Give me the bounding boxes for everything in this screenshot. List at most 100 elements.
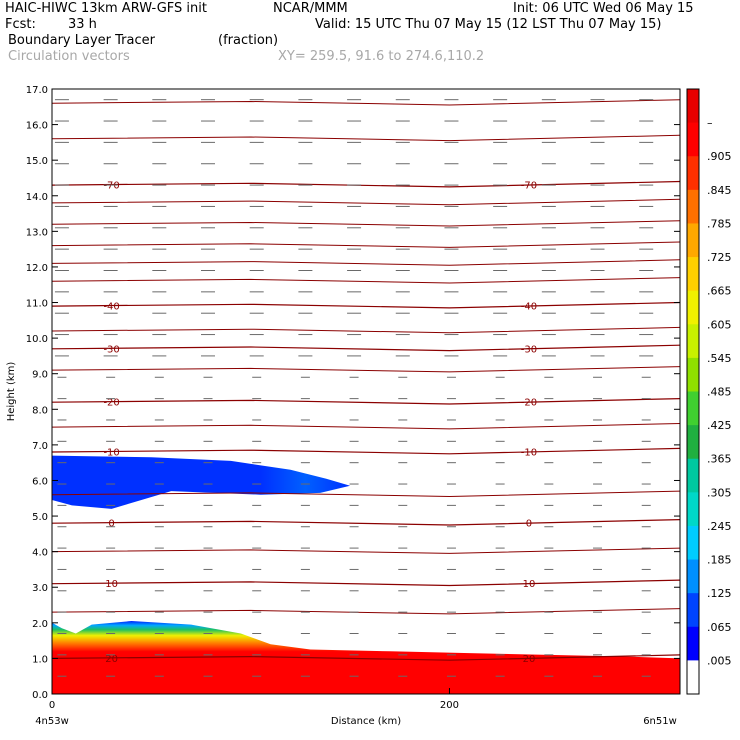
isotherm-label: 20 bbox=[523, 654, 536, 665]
colorbar-label: .365 bbox=[707, 453, 732, 466]
plot-area: -70 -70 -40 -40 -30 -30 -20 -20 -10 -10 0 0 10 10 20 20 bbox=[51, 99, 681, 694]
colorbar-label: – bbox=[707, 117, 713, 130]
isotherm-label: -20 bbox=[103, 398, 119, 409]
colorbar-swatch bbox=[687, 425, 699, 460]
isotherm-label: -70 bbox=[103, 181, 119, 192]
colorbar-label: .725 bbox=[707, 251, 732, 264]
isotherm-line bbox=[51, 180, 681, 188]
isotherm-line bbox=[51, 198, 681, 206]
colorbar-label: .785 bbox=[707, 217, 732, 230]
elevated-tracer-layer bbox=[52, 455, 351, 509]
colorbar-label: .305 bbox=[707, 486, 732, 499]
colorbar-swatch bbox=[687, 89, 699, 124]
colorbar-frame bbox=[686, 88, 700, 695]
colorbar-swatch bbox=[687, 223, 699, 258]
x-axis-label: Distance (km) bbox=[331, 716, 401, 727]
isotherm-line bbox=[51, 366, 681, 373]
colorbar-swatch bbox=[687, 458, 699, 493]
xy-coordinates: XY= 259.5, 91.6 to 274.6,110.2 bbox=[278, 49, 485, 64]
x-tick-label: 200 bbox=[440, 700, 459, 711]
y-tick-label: 10.0 bbox=[26, 334, 48, 345]
colorbar-label: .605 bbox=[707, 318, 732, 331]
isotherm-line bbox=[51, 490, 681, 498]
valid-time: Valid: 15 UTC Thu 07 May 15 (12 LST Thu … bbox=[315, 17, 662, 32]
isotherm-label: 0 bbox=[526, 519, 532, 530]
y-tick-label: 1.0 bbox=[32, 654, 48, 665]
model-title: HAIC-HIWC 13km ARW-GFS init bbox=[5, 1, 207, 16]
y-tick-label: 6.0 bbox=[32, 476, 48, 487]
isotherm-line bbox=[51, 447, 681, 455]
y-tick-label: 3.0 bbox=[32, 583, 48, 594]
forecast-label: Fcst: bbox=[5, 17, 36, 32]
vectors-label: Circulation vectors bbox=[8, 49, 130, 64]
isotherm-line bbox=[51, 398, 681, 405]
isotherm-line bbox=[51, 301, 681, 309]
y-tick-label: 11.0 bbox=[26, 299, 48, 310]
isotherm-line bbox=[51, 134, 681, 142]
isotherm-line bbox=[51, 344, 681, 352]
colorbar: .005 .065 .125 .185 .245 .305 .365 .425 .485 .545… bbox=[686, 88, 732, 695]
colorbar-swatch bbox=[687, 189, 699, 224]
isotherm-line bbox=[51, 259, 681, 266]
isotherm-line bbox=[51, 579, 681, 587]
colorbar-swatch bbox=[687, 626, 699, 661]
y-tick-label: 12.0 bbox=[26, 263, 48, 274]
isotherm-label: -40 bbox=[103, 302, 119, 313]
field-units: (fraction) bbox=[218, 33, 279, 48]
y-tick-label: 4.0 bbox=[32, 548, 48, 559]
colorbar-label: .845 bbox=[707, 184, 732, 197]
colorbar-label: .545 bbox=[707, 352, 732, 365]
colorbar-swatch bbox=[687, 492, 699, 527]
colorbar-swatch bbox=[687, 593, 699, 628]
colorbar-swatch bbox=[687, 357, 699, 392]
isotherm-line bbox=[51, 99, 681, 106]
y-tick-label: 5.0 bbox=[32, 512, 48, 523]
colorbar-label: .905 bbox=[707, 150, 732, 163]
isotherm-line bbox=[51, 519, 681, 526]
org-label: NCAR/MMM bbox=[273, 1, 348, 16]
y-tick-label: 13.0 bbox=[26, 227, 48, 238]
isotherm-label: 10 bbox=[523, 579, 536, 590]
isotherm-label: -30 bbox=[103, 344, 119, 355]
isotherm-line bbox=[51, 326, 681, 334]
colorbar-label: .125 bbox=[707, 587, 732, 600]
init-time: Init: 06 UTC Wed 06 May 15 bbox=[513, 1, 694, 16]
isotherm-label: -30 bbox=[521, 344, 537, 355]
colorbar-swatch bbox=[687, 391, 699, 426]
y-tick-label: 15.0 bbox=[26, 156, 48, 167]
y-tick-label: 14.0 bbox=[26, 192, 48, 203]
isotherm-label: -20 bbox=[521, 398, 537, 409]
colorbar-label: .065 bbox=[707, 621, 732, 634]
colorbar-label: .485 bbox=[707, 386, 732, 399]
isotherm-line bbox=[51, 241, 681, 248]
y-tick-label: 9.0 bbox=[32, 370, 48, 381]
colorbar-label: .425 bbox=[707, 419, 732, 432]
y-tick-label: 0.0 bbox=[32, 690, 48, 701]
colorbar-swatch bbox=[687, 660, 699, 695]
isotherm-line bbox=[51, 608, 681, 615]
isotherm-label: 10 bbox=[105, 579, 118, 590]
colorbar-label: .245 bbox=[707, 520, 732, 533]
colorbar-label: .665 bbox=[707, 285, 732, 298]
isotherm-label: -10 bbox=[521, 448, 537, 459]
colorbar-swatch bbox=[687, 156, 699, 191]
y-tick-label: 17.0 bbox=[26, 85, 48, 96]
x-tick-label: 0 bbox=[49, 700, 55, 711]
forecast-hours: 33 h bbox=[68, 17, 97, 32]
colorbar-swatch bbox=[687, 290, 699, 325]
field-title: Boundary Layer Tracer bbox=[8, 33, 155, 48]
colorbar-swatch bbox=[687, 324, 699, 359]
colorbar-label: .185 bbox=[707, 554, 732, 567]
y-tick-label: 8.0 bbox=[32, 405, 48, 416]
isotherm-line bbox=[51, 423, 681, 430]
y-tick-label: 2.0 bbox=[32, 619, 48, 630]
x-end-label-left: 4n53w bbox=[35, 716, 69, 727]
isotherm-label: 0 bbox=[108, 519, 114, 530]
colorbar-swatch bbox=[687, 257, 699, 292]
plot-frame bbox=[51, 88, 681, 695]
isotherm-label: -40 bbox=[521, 302, 537, 313]
axes: 0.0 1.0 2.0 3.0 4.0 5.0 6.0 7.0 8.0 9.0 10.0 11.0 12… bbox=[6, 85, 681, 727]
isotherm-line bbox=[51, 654, 681, 661]
isotherm-label: -10 bbox=[103, 448, 119, 459]
